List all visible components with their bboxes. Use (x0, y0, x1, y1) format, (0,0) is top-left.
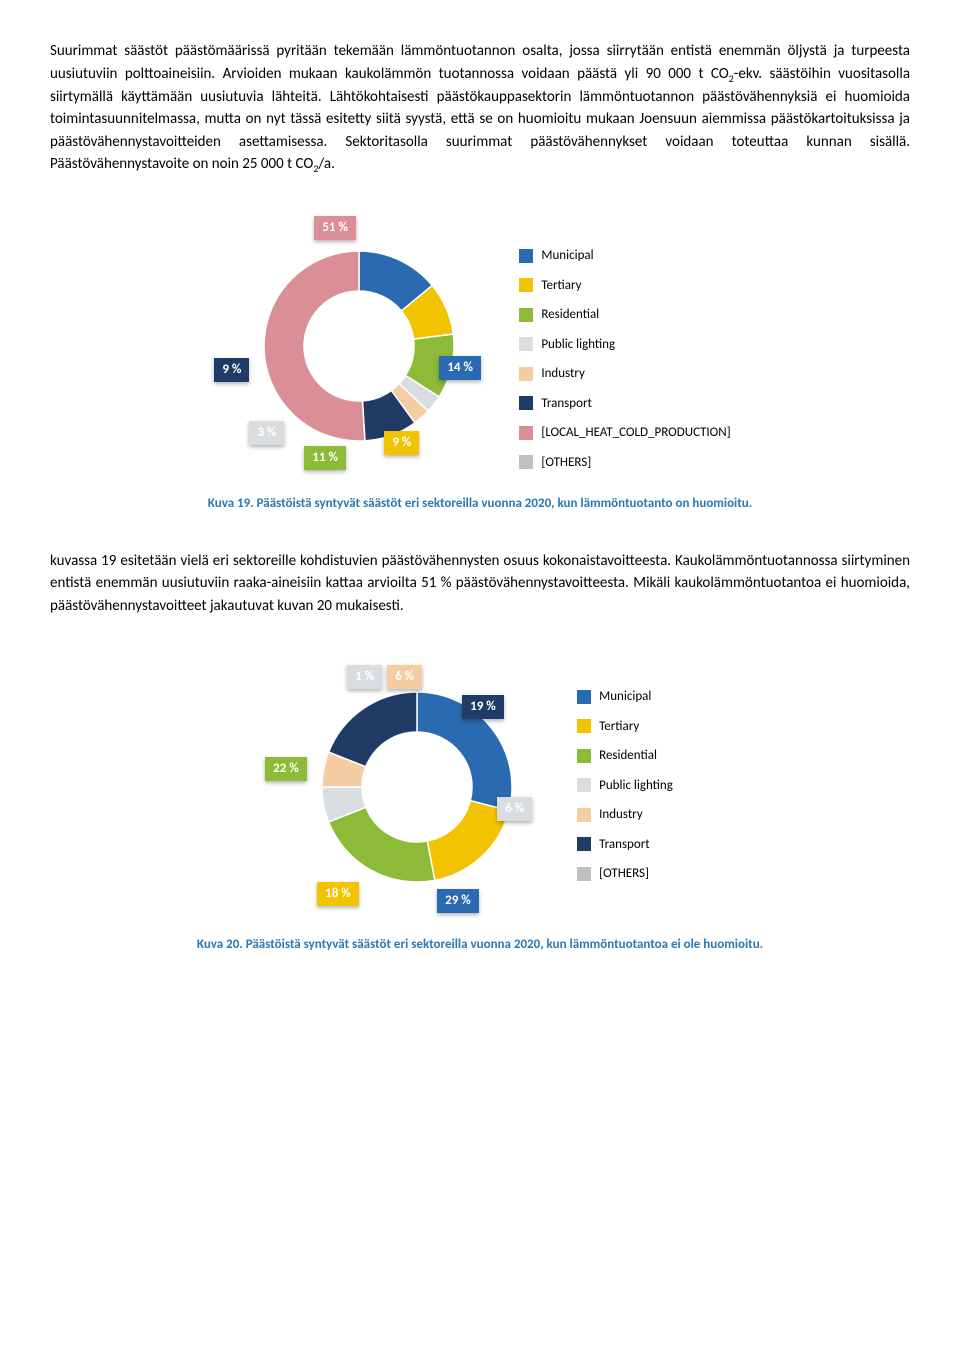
legend-swatch (577, 837, 591, 851)
legend-row: [OTHERS] (519, 453, 730, 473)
legend-label: [OTHERS] (541, 453, 591, 473)
legend-label: Tertiary (541, 276, 581, 296)
legend-row: Residential (577, 746, 673, 766)
percent-label: 51 % (314, 216, 356, 240)
legend-row: Transport (519, 394, 730, 414)
legend-row: Transport (577, 835, 673, 855)
percent-label: 9 % (384, 431, 419, 455)
percent-label: 14 % (439, 356, 481, 380)
legend-label: [LOCAL_HEAT_COLD_PRODUCTION] (541, 423, 730, 443)
legend-swatch (577, 690, 591, 704)
donut-slice (329, 692, 417, 767)
legend-label: Industry (599, 805, 643, 825)
legend-swatch (519, 308, 533, 322)
donut-slice (329, 807, 435, 882)
legend-row: Tertiary (519, 276, 730, 296)
legend-swatch (577, 719, 591, 733)
body-paragraph-1: Suurimmat säästöt päästömäärissä pyritää… (50, 40, 910, 176)
percent-label: 22 % (265, 757, 307, 781)
legend-2: Municipal Tertiary Residential Public light… (577, 657, 673, 884)
legend-row: Residential (519, 305, 730, 325)
legend-label: Public lighting (541, 335, 615, 355)
legend-label: Industry (541, 364, 585, 384)
legend-label: Residential (541, 305, 599, 325)
legend-swatch (519, 249, 533, 263)
donut-chart-1: 51 %14 %9 %11 %3 %9 % (229, 216, 489, 476)
legend-row: Industry (519, 364, 730, 384)
percent-label: 3 % (249, 421, 284, 445)
legend-label: [OTHERS] (599, 864, 649, 884)
percent-label: 6 % (387, 665, 422, 689)
legend-swatch (577, 808, 591, 822)
legend-row: [OTHERS] (577, 864, 673, 884)
donut-chart-2: 6 %19 %6 %29 %18 %22 %1 % (287, 657, 547, 917)
figure-20: 6 % 19 % 6 % 29 % 18 % 22 % 1 % Municipal Terti… (50, 657, 910, 917)
legend-swatch (577, 778, 591, 792)
legend-swatch (519, 426, 533, 440)
legend-label: Transport (599, 835, 650, 855)
legend-swatch (577, 749, 591, 763)
legend-swatch (519, 396, 533, 410)
legend-label: Municipal (541, 246, 593, 266)
legend-label: Public lighting (599, 776, 673, 796)
percent-label: 19 % (462, 695, 504, 719)
legend-label: Residential (599, 746, 657, 766)
legend-label: Transport (541, 394, 592, 414)
legend-row: [LOCAL_HEAT_COLD_PRODUCTION] (519, 423, 730, 443)
figure-19: 51 % 14 % 9 % 11 % 3 % 9 % Municipal Tertiary R… (50, 216, 910, 476)
legend-label: Tertiary (599, 717, 639, 737)
legend-swatch (519, 367, 533, 381)
figure-20-caption: Kuva 20. Päästöistä syntyvät säästöt eri… (50, 935, 910, 955)
legend-row: Municipal (577, 687, 673, 707)
percent-label: 29 % (437, 889, 479, 913)
donut-slice (264, 251, 365, 441)
legend-swatch (519, 455, 533, 469)
legend-swatch (519, 337, 533, 351)
percent-label: 6 % (497, 797, 532, 821)
legend-swatch (577, 867, 591, 881)
legend-label: Municipal (599, 687, 651, 707)
legend-swatch (519, 278, 533, 292)
p1-part-c: /a. (318, 155, 335, 173)
percent-label: 9 % (214, 358, 249, 382)
legend-row: Public lighting (519, 335, 730, 355)
legend-row: Industry (577, 805, 673, 825)
body-paragraph-2: kuvassa 19 esitetään vielä eri sektoreil… (50, 550, 910, 618)
figure-19-caption: Kuva 19. Päästöistä syntyvät säästöt eri… (50, 494, 910, 514)
legend-row: Municipal (519, 246, 730, 266)
percent-label: 11 % (304, 446, 346, 470)
legend-row: Tertiary (577, 717, 673, 737)
percent-label: 1 % (347, 665, 382, 689)
legend-1: Municipal Tertiary Residential Public light… (519, 216, 730, 472)
legend-row: Public lighting (577, 776, 673, 796)
percent-label: 18 % (317, 882, 359, 906)
